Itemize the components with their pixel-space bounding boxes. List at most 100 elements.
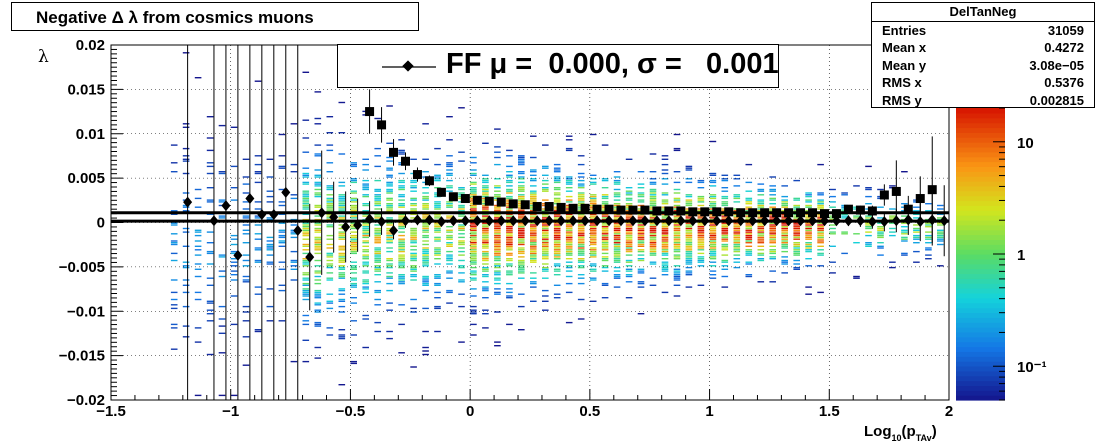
heatmap-cell <box>242 208 250 210</box>
heatmap-cell <box>685 195 693 198</box>
heatmap-cell <box>314 215 322 217</box>
heatmap-cell <box>374 249 381 251</box>
heatmap-cell <box>553 238 561 240</box>
heatmap-cell <box>494 206 501 208</box>
heatmap-cell <box>781 242 788 244</box>
heatmap-cell <box>613 247 621 249</box>
heatmap-cell <box>661 183 669 185</box>
heatmap-cell <box>601 226 609 228</box>
heatmap-cell <box>518 210 525 212</box>
heatmap-cell <box>242 254 250 256</box>
heatmap-cell <box>518 329 525 331</box>
heatmap-cell <box>314 123 322 125</box>
data-point-diamond <box>652 215 662 227</box>
heatmap-cell <box>278 167 286 169</box>
data-point-diamond <box>305 251 315 263</box>
heatmap-cell <box>793 224 800 226</box>
colorbar-segment <box>956 112 1005 119</box>
heatmap-cell <box>637 236 645 239</box>
heatmap-cell <box>733 261 741 263</box>
x-axis-title-end: ) <box>932 423 937 440</box>
heatmap-cell <box>266 201 274 203</box>
heatmap-cell <box>494 345 501 347</box>
heatmap-cell <box>805 234 812 237</box>
heatmap-cell <box>422 254 429 256</box>
heatmap-cell <box>673 245 681 247</box>
heatmap-cell <box>326 199 334 201</box>
heatmap-cell <box>817 208 824 210</box>
heatmap-cell <box>601 224 609 226</box>
heatmap-cell <box>302 203 310 205</box>
heatmap-cell <box>314 295 322 297</box>
heatmap-cell <box>709 197 717 200</box>
heatmap-cell <box>482 188 489 191</box>
heatmap-cell <box>613 250 621 253</box>
heatmap-cell <box>470 233 477 235</box>
heatmap-cell <box>350 217 357 219</box>
colorbar-segment <box>956 219 1005 226</box>
heatmap-cell <box>458 341 465 343</box>
colorbar-segment <box>956 161 1005 167</box>
heatmap-cell <box>398 274 405 276</box>
heatmap-cell <box>877 217 884 219</box>
heatmap-cell <box>745 275 753 278</box>
heatmap-cell <box>194 291 202 294</box>
heatmap-cell <box>410 311 417 313</box>
heatmap-cell <box>673 215 681 217</box>
heatmap-cell <box>482 224 489 226</box>
chart-title: Negative Δ λ from cosmics muons <box>36 8 314 27</box>
heatmap-cell <box>386 192 393 194</box>
data-point-square <box>365 107 375 117</box>
heatmap-cell <box>613 261 621 263</box>
heatmap-cell <box>410 199 417 201</box>
heatmap-cell <box>326 162 334 164</box>
heatmap-cell <box>542 190 549 192</box>
heatmap-cell <box>565 218 573 221</box>
heatmap-cell <box>362 270 369 272</box>
heatmap-cell <box>865 195 872 198</box>
heatmap-cell <box>422 234 429 237</box>
heatmap-cell <box>422 213 429 215</box>
heatmap-cell <box>829 206 836 208</box>
heatmap-cell <box>661 199 669 201</box>
heatmap-cell <box>482 258 489 260</box>
heatmap-cell <box>314 185 322 187</box>
heatmap-cell <box>314 247 322 249</box>
heatmap-cell <box>170 242 178 244</box>
heatmap-cell <box>482 192 489 194</box>
heatmap-cell <box>182 147 190 150</box>
heatmap-cell <box>242 217 250 219</box>
heatmap-cell <box>314 243 322 246</box>
heatmap-cell <box>901 222 908 224</box>
heatmap-cell <box>757 240 765 242</box>
heatmap-cell <box>350 238 357 240</box>
colorbar-segment <box>956 297 1005 304</box>
data-point-diamond <box>556 215 566 227</box>
heatmap-cell <box>530 242 537 244</box>
heatmap-cell <box>410 307 417 310</box>
heatmap-cell <box>530 259 537 262</box>
heatmap-cell <box>649 222 657 224</box>
stats-key: RMS y <box>882 92 922 108</box>
heatmap-cell <box>170 243 178 246</box>
heatmap-cell <box>601 256 609 258</box>
heatmap-cell <box>901 252 908 255</box>
heatmap-cell <box>518 185 525 187</box>
heatmap-cell <box>542 183 549 185</box>
heatmap-cell <box>446 302 453 304</box>
heatmap-cell <box>494 215 501 217</box>
heatmap-cell <box>398 258 405 260</box>
heatmap-cell <box>542 247 549 249</box>
heatmap-cell <box>637 224 645 226</box>
heatmap-cell <box>422 265 429 267</box>
heatmap-cell <box>625 254 633 256</box>
heatmap-cell <box>721 227 729 230</box>
heatmap-cell <box>350 242 357 244</box>
heatmap-cell <box>446 250 453 253</box>
heatmap-cell <box>338 384 346 386</box>
heatmap-cell <box>637 286 645 288</box>
data-point-diamond <box>736 215 746 227</box>
heatmap-cell <box>805 201 812 203</box>
heatmap-cell <box>314 242 322 244</box>
heatmap-cell <box>338 201 346 203</box>
